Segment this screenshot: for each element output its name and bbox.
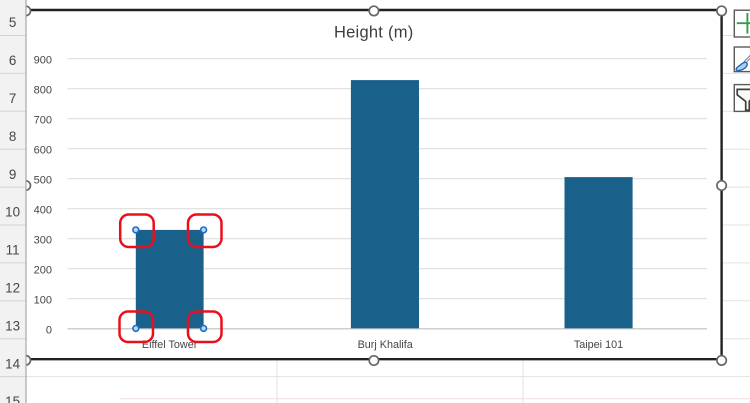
svg-text:13: 13 xyxy=(5,318,20,333)
svg-text:200: 200 xyxy=(34,264,52,276)
svg-text:Burj Khalifa: Burj Khalifa xyxy=(358,339,413,351)
svg-text:12: 12 xyxy=(5,281,20,296)
svg-text:0: 0 xyxy=(46,324,52,336)
svg-text:15: 15 xyxy=(5,394,20,403)
svg-text:600: 600 xyxy=(34,144,52,156)
svg-text:7: 7 xyxy=(9,91,16,106)
svg-text:10: 10 xyxy=(5,205,20,220)
svg-text:5: 5 xyxy=(9,15,16,30)
svg-text:Taipei 101: Taipei 101 xyxy=(574,339,623,351)
svg-text:100: 100 xyxy=(34,294,52,306)
svg-text:9: 9 xyxy=(9,167,16,182)
svg-text:14: 14 xyxy=(5,356,20,371)
svg-text:Height (m): Height (m) xyxy=(334,23,414,41)
svg-text:6: 6 xyxy=(9,53,16,68)
svg-text:700: 700 xyxy=(34,114,52,126)
svg-text:Eiffel Tower: Eiffel Tower xyxy=(142,339,198,351)
svg-text:300: 300 xyxy=(34,234,52,246)
svg-text:8: 8 xyxy=(9,129,16,144)
svg-text:500: 500 xyxy=(34,174,52,186)
svg-text:800: 800 xyxy=(34,84,52,96)
svg-text:400: 400 xyxy=(34,204,52,216)
svg-text:900: 900 xyxy=(34,54,52,66)
svg-text:11: 11 xyxy=(6,243,20,258)
